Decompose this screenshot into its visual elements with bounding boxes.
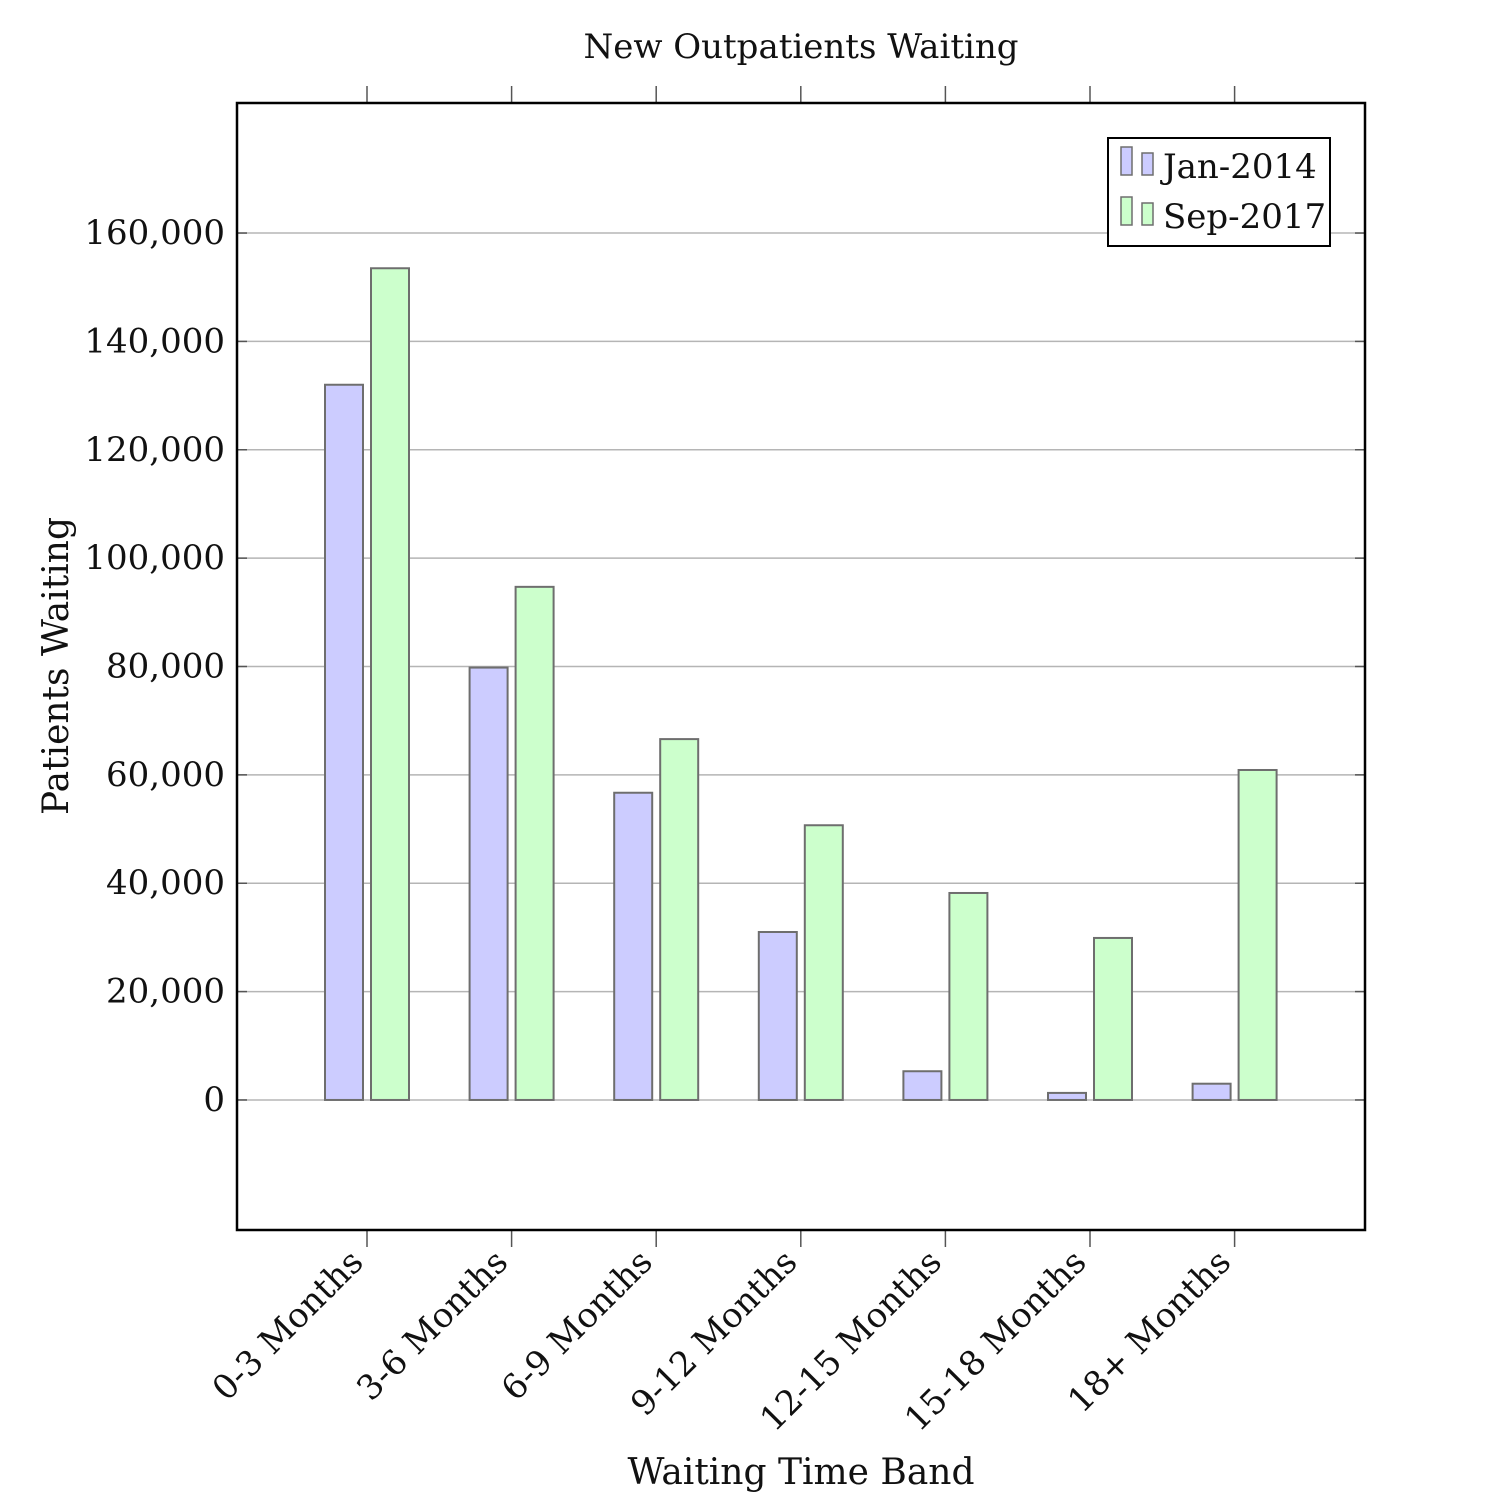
bar-sep-2017 [370, 267, 410, 1101]
bar-jan-2014 [468, 666, 509, 1101]
y-tick-label: 40,000 [106, 863, 225, 903]
bar-jan-2014 [324, 383, 364, 1101]
y-tick-label: 160,000 [84, 213, 225, 253]
y-tick-label: 80,000 [106, 647, 225, 687]
y-tick-label: 100,000 [84, 538, 225, 578]
bar-jan-2014 [1191, 1082, 1232, 1101]
plot-frame [235, 101, 1367, 1232]
legend-label: Jan-2014 [1160, 147, 1317, 187]
x-tick-label: 3-6 Months [349, 1242, 516, 1409]
gridlines [237, 232, 1365, 1101]
y-tick-label: 20,000 [106, 972, 225, 1012]
y-tick-label: 0 [203, 1080, 225, 1120]
bar-sep-2017 [1093, 936, 1133, 1101]
bar-sep-2017 [1237, 768, 1278, 1101]
bars [324, 267, 1278, 1101]
legend-swatch [1120, 196, 1133, 226]
y-tick-labels: 0 20,000 40,000 60,000 80,000 100,000 120,000 1… [84, 213, 225, 1120]
bar-jan-2014 [613, 791, 654, 1101]
bar-jan-2014 [902, 1070, 943, 1101]
axis-ticks [237, 86, 1365, 1247]
bar-sep-2017 [948, 891, 989, 1101]
bar-sep-2017 [659, 738, 700, 1101]
bar-jan-2014 [1047, 1091, 1087, 1101]
legend-swatch [1141, 152, 1154, 176]
legend: Jan-2014 Sep-2017 [1107, 137, 1331, 247]
y-tick-label: 60,000 [106, 755, 225, 795]
bar-jan-2014 [757, 930, 798, 1101]
bar-sep-2017 [514, 585, 555, 1101]
legend-label: Sep-2017 [1163, 197, 1326, 237]
x-axis-title: Waiting Time Band [627, 1452, 974, 1493]
y-axis-title: Patients Waiting [36, 517, 77, 815]
y-tick-label: 120,000 [84, 430, 225, 470]
bar-sep-2017 [803, 824, 844, 1101]
legend-swatch [1141, 202, 1154, 226]
y-tick-label: 140,000 [84, 321, 225, 361]
x-tick-label: 0-3 Months [205, 1242, 372, 1409]
legend-swatch [1120, 146, 1133, 176]
chart-title: New Outpatients Waiting [583, 27, 1018, 67]
